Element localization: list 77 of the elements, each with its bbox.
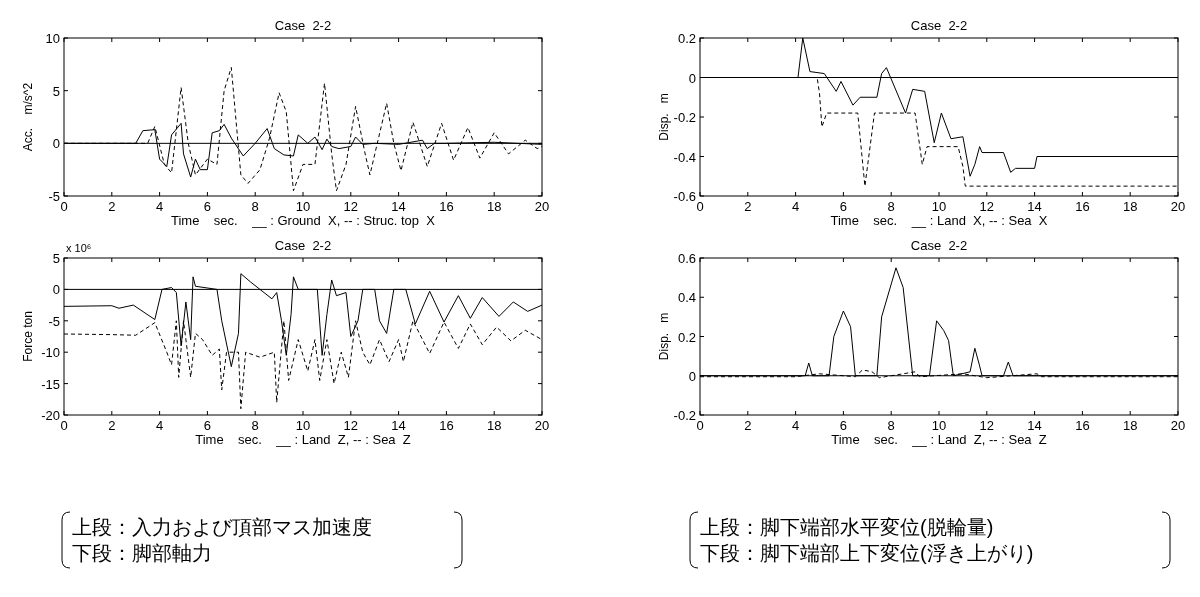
x-tick-label: 8 xyxy=(887,418,895,433)
x-tick-label: 14 xyxy=(1027,199,1042,214)
x-tick-label: 18 xyxy=(486,418,502,433)
chart-title: Case 2-2 xyxy=(274,238,332,253)
x-tick-label: 2 xyxy=(744,199,752,214)
y-tick-label: 5 xyxy=(52,83,60,99)
x-tick-label: 6 xyxy=(203,199,212,214)
y-axis-title: Disp. m xyxy=(657,312,671,361)
y-tick-label: -0.2 xyxy=(673,408,696,423)
x-tick-label: 14 xyxy=(1027,418,1042,433)
y-tick-label: 0.6 xyxy=(677,251,696,266)
x-tick-label: 10 xyxy=(931,418,947,433)
x-tick-label: 12 xyxy=(343,418,359,433)
x-tick-label: 4 xyxy=(155,418,164,433)
x-tick-label: 14 xyxy=(391,199,406,214)
y-tick-label: 0.2 xyxy=(677,329,696,345)
x-tick-label: 16 xyxy=(1075,418,1090,433)
x-tick-label: 10 xyxy=(295,418,311,433)
y-tick-label: 5 xyxy=(52,251,60,266)
x-axis-title: Time sec. __ : Land X, -- : Sea X xyxy=(830,213,1048,228)
y-tick-label: 0 xyxy=(52,282,60,298)
text: 下段：脚部軸力 xyxy=(72,542,212,564)
chart-title: Case 2-2 xyxy=(910,238,968,253)
y-axis-title: Force ton xyxy=(21,311,35,362)
text: x 10⁶ xyxy=(66,242,92,254)
y-tick-label: -0.4 xyxy=(673,149,696,165)
y-tick-label: 0 xyxy=(688,368,696,384)
x-axis-title: Time sec. __ : Land Z, -- : Sea Z xyxy=(831,432,1047,447)
x-tick-label: 4 xyxy=(791,418,800,433)
y-tick-label: -5 xyxy=(48,313,60,329)
x-tick-label: 10 xyxy=(931,199,947,214)
x-tick-label: 8 xyxy=(887,199,895,214)
x-axis-title: Time sec. __ : Ground X, -- : Struc. top X xyxy=(171,213,436,228)
y-tick-label: -15 xyxy=(41,376,60,392)
x-tick-label: 2 xyxy=(744,418,752,433)
y-axis-title: Acc. m/s^2 xyxy=(21,82,35,152)
text: 上段：脚下端部水平変位(脱輪量) xyxy=(700,516,994,538)
text: 上段：入力および頂部マス加速度 xyxy=(72,516,372,538)
x-tick-label: 8 xyxy=(251,199,259,214)
x-tick-label: 4 xyxy=(791,199,800,214)
y-tick-label: -5 xyxy=(48,189,60,204)
x-tick-label: 18 xyxy=(1122,418,1138,433)
y-axis-title: Disp. m xyxy=(657,93,671,141)
chart-title: Case 2-2 xyxy=(274,18,332,33)
y-tick-label: -0.6 xyxy=(673,189,696,204)
x-tick-label: 16 xyxy=(439,418,454,433)
x-tick-label: 6 xyxy=(839,418,848,433)
y-tick-label: 0 xyxy=(688,70,696,86)
x-tick-label: 18 xyxy=(1122,199,1138,214)
x-tick-label: 20 xyxy=(534,418,550,433)
y-tick-label: -20 xyxy=(41,408,60,423)
x-tick-label: 12 xyxy=(979,418,995,433)
y-tick-label: -10 xyxy=(41,345,60,361)
x-tick-label: 8 xyxy=(251,418,259,433)
x-tick-label: 20 xyxy=(1170,199,1186,214)
x-tick-label: 16 xyxy=(439,199,454,214)
x-tick-label: 14 xyxy=(391,418,406,433)
y-tick-label: 0.2 xyxy=(677,31,696,46)
x-tick-label: 2 xyxy=(108,199,116,214)
x-tick-label: 2 xyxy=(108,418,116,433)
x-tick-label: 12 xyxy=(979,199,995,214)
x-axis-title: Time sec. __ : Land Z, -- : Sea Z xyxy=(195,432,411,447)
x-tick-label: 20 xyxy=(534,199,550,214)
x-tick-label: 6 xyxy=(839,199,848,214)
x-tick-label: 18 xyxy=(486,199,502,214)
x-tick-label: 4 xyxy=(155,199,164,214)
y-tick-label: 0.4 xyxy=(677,290,696,306)
x-tick-label: 16 xyxy=(1075,199,1090,214)
text: 下段：脚下端部上下変位(浮き上がり) xyxy=(700,542,1034,564)
x-tick-label: 20 xyxy=(1170,418,1186,433)
y-tick-label: -0.2 xyxy=(673,110,696,125)
x-tick-label: 12 xyxy=(343,199,359,214)
x-tick-label: 10 xyxy=(295,199,311,214)
y-tick-label: 0 xyxy=(52,136,60,152)
chart-title: Case 2-2 xyxy=(910,18,968,33)
y-tick-label: 10 xyxy=(45,31,60,46)
x-tick-label: 6 xyxy=(203,418,212,433)
